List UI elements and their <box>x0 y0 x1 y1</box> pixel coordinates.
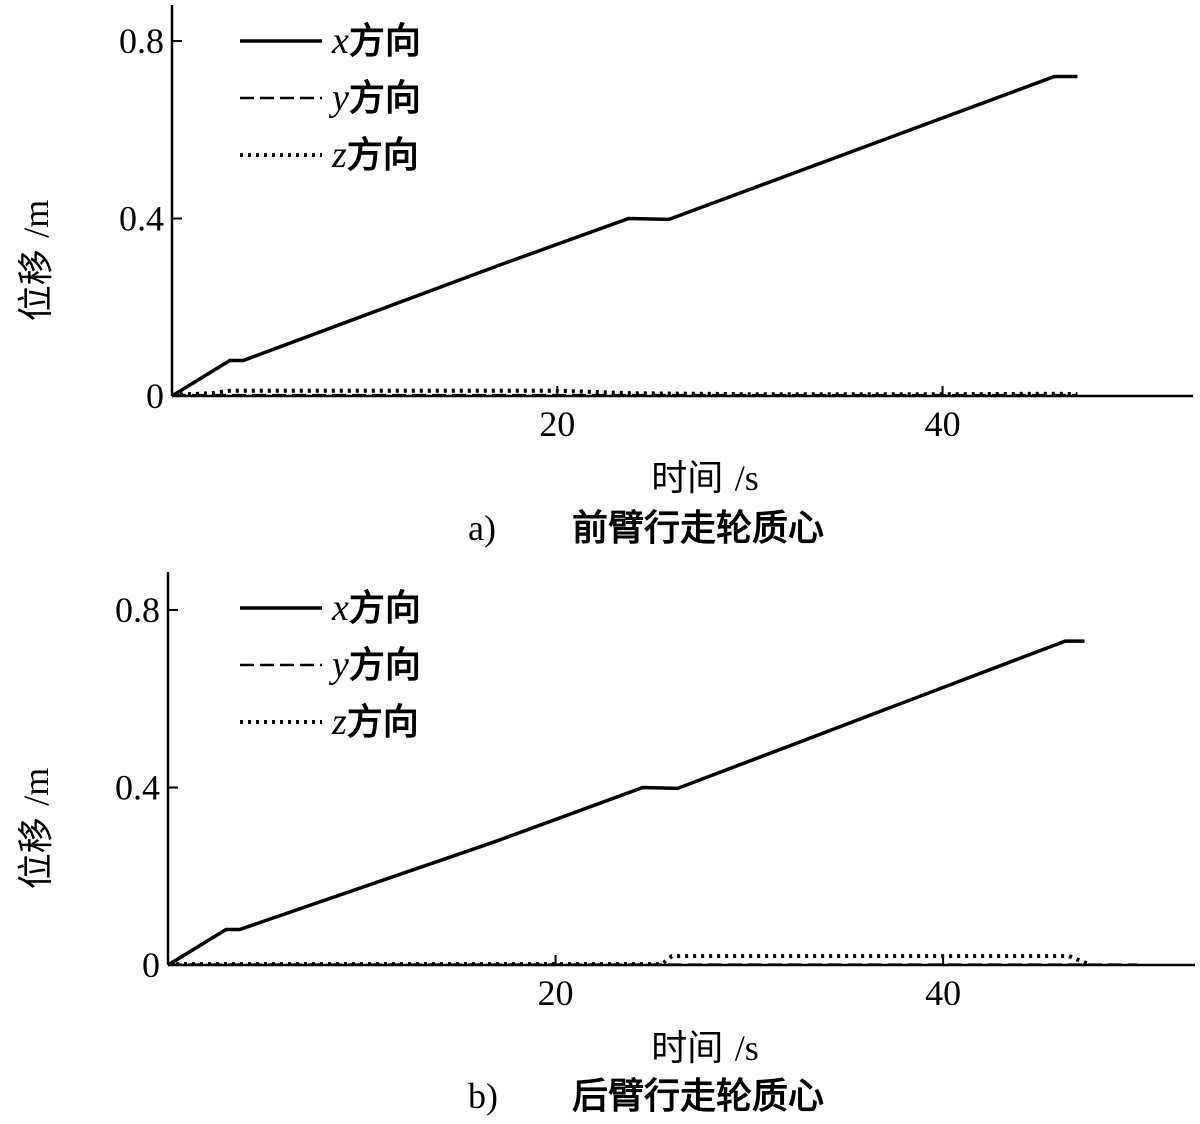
chart-caption: 后臂行走轮质心 <box>572 1076 824 1117</box>
y-tick-label: 0.4 <box>115 768 160 808</box>
series-x-line <box>167 639 1085 967</box>
x-axis-label: 时间 /s <box>651 458 758 499</box>
y-axis-label: 位移 /m <box>16 200 57 321</box>
y-tick-label: 0 <box>146 376 164 416</box>
legend-label-y: y方向 <box>328 644 421 686</box>
series-z-line <box>168 954 1090 967</box>
legend-label-x: x方向 <box>331 587 421 629</box>
x-axis-label: 时间 /s <box>651 1028 758 1069</box>
x-tick-label: 40 <box>925 404 961 444</box>
caption-letter: a) <box>468 508 496 548</box>
legend-label-z: z方向 <box>331 134 419 176</box>
chart-panel-a: 0 0.4 0.8 20 40 位移 /m 时间 /s a) 前臂行走轮质心 x方向 y方向 z方向 <box>16 5 1193 549</box>
y-tick-label: 0.8 <box>115 590 160 630</box>
chart-caption: 前臂行走轮质心 <box>572 508 824 549</box>
legend-label-x: x方向 <box>331 20 421 62</box>
y-tick-label: 0 <box>142 945 160 985</box>
y-axis-label: 位移 /m <box>16 768 57 889</box>
x-tick-label: 20 <box>539 404 575 444</box>
x-tick-label: 40 <box>925 973 961 1013</box>
series-x-line <box>171 74 1078 398</box>
x-tick-label: 20 <box>538 973 574 1013</box>
legend-label-z: z方向 <box>331 701 419 743</box>
y-tick-label: 0.8 <box>119 21 164 61</box>
y-tick-label: 0.4 <box>119 199 164 239</box>
series-z-line <box>171 388 1078 397</box>
chart-panel-b: 0 0.4 0.8 20 40 位移 /m 时间 /s b) 后臂行走轮质心 x方向 y方向 z方向 <box>16 572 1195 1117</box>
caption-letter: b) <box>468 1076 498 1116</box>
legend-label-y: y方向 <box>328 77 421 119</box>
